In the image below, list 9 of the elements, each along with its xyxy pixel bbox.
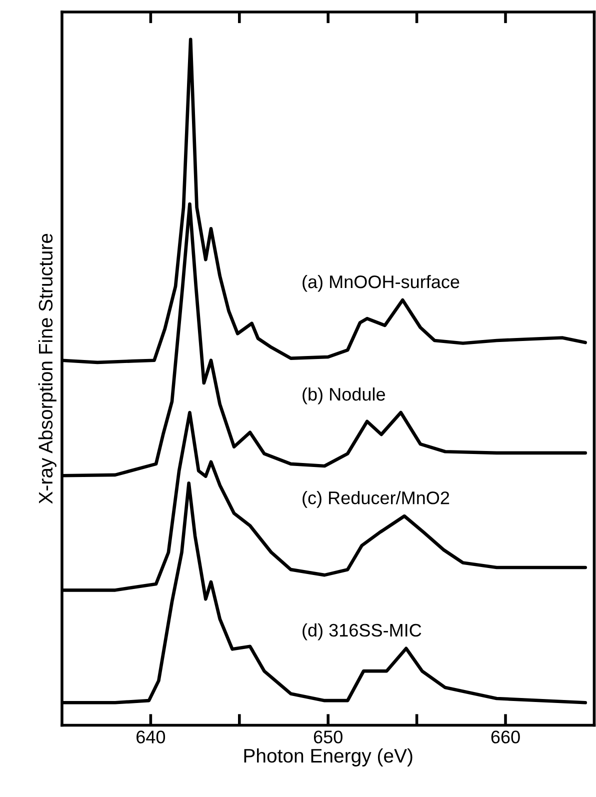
series-label: (b) Nodule bbox=[302, 387, 385, 404]
x-axis-title: Photon Energy (eV) bbox=[244, 748, 412, 766]
x-tick-label: 650 bbox=[314, 730, 342, 744]
series-label: (c) Reducer/MnO2 bbox=[302, 491, 450, 508]
x-tick-label: 640 bbox=[136, 730, 166, 744]
series-label: (d) 316SS-MIC bbox=[302, 623, 422, 640]
y-axis-title: X-ray Absorption Fine Structure bbox=[38, 234, 56, 504]
x-tick-label: 660 bbox=[491, 730, 520, 744]
series-label: (a) MnOOH-surface bbox=[302, 274, 460, 292]
